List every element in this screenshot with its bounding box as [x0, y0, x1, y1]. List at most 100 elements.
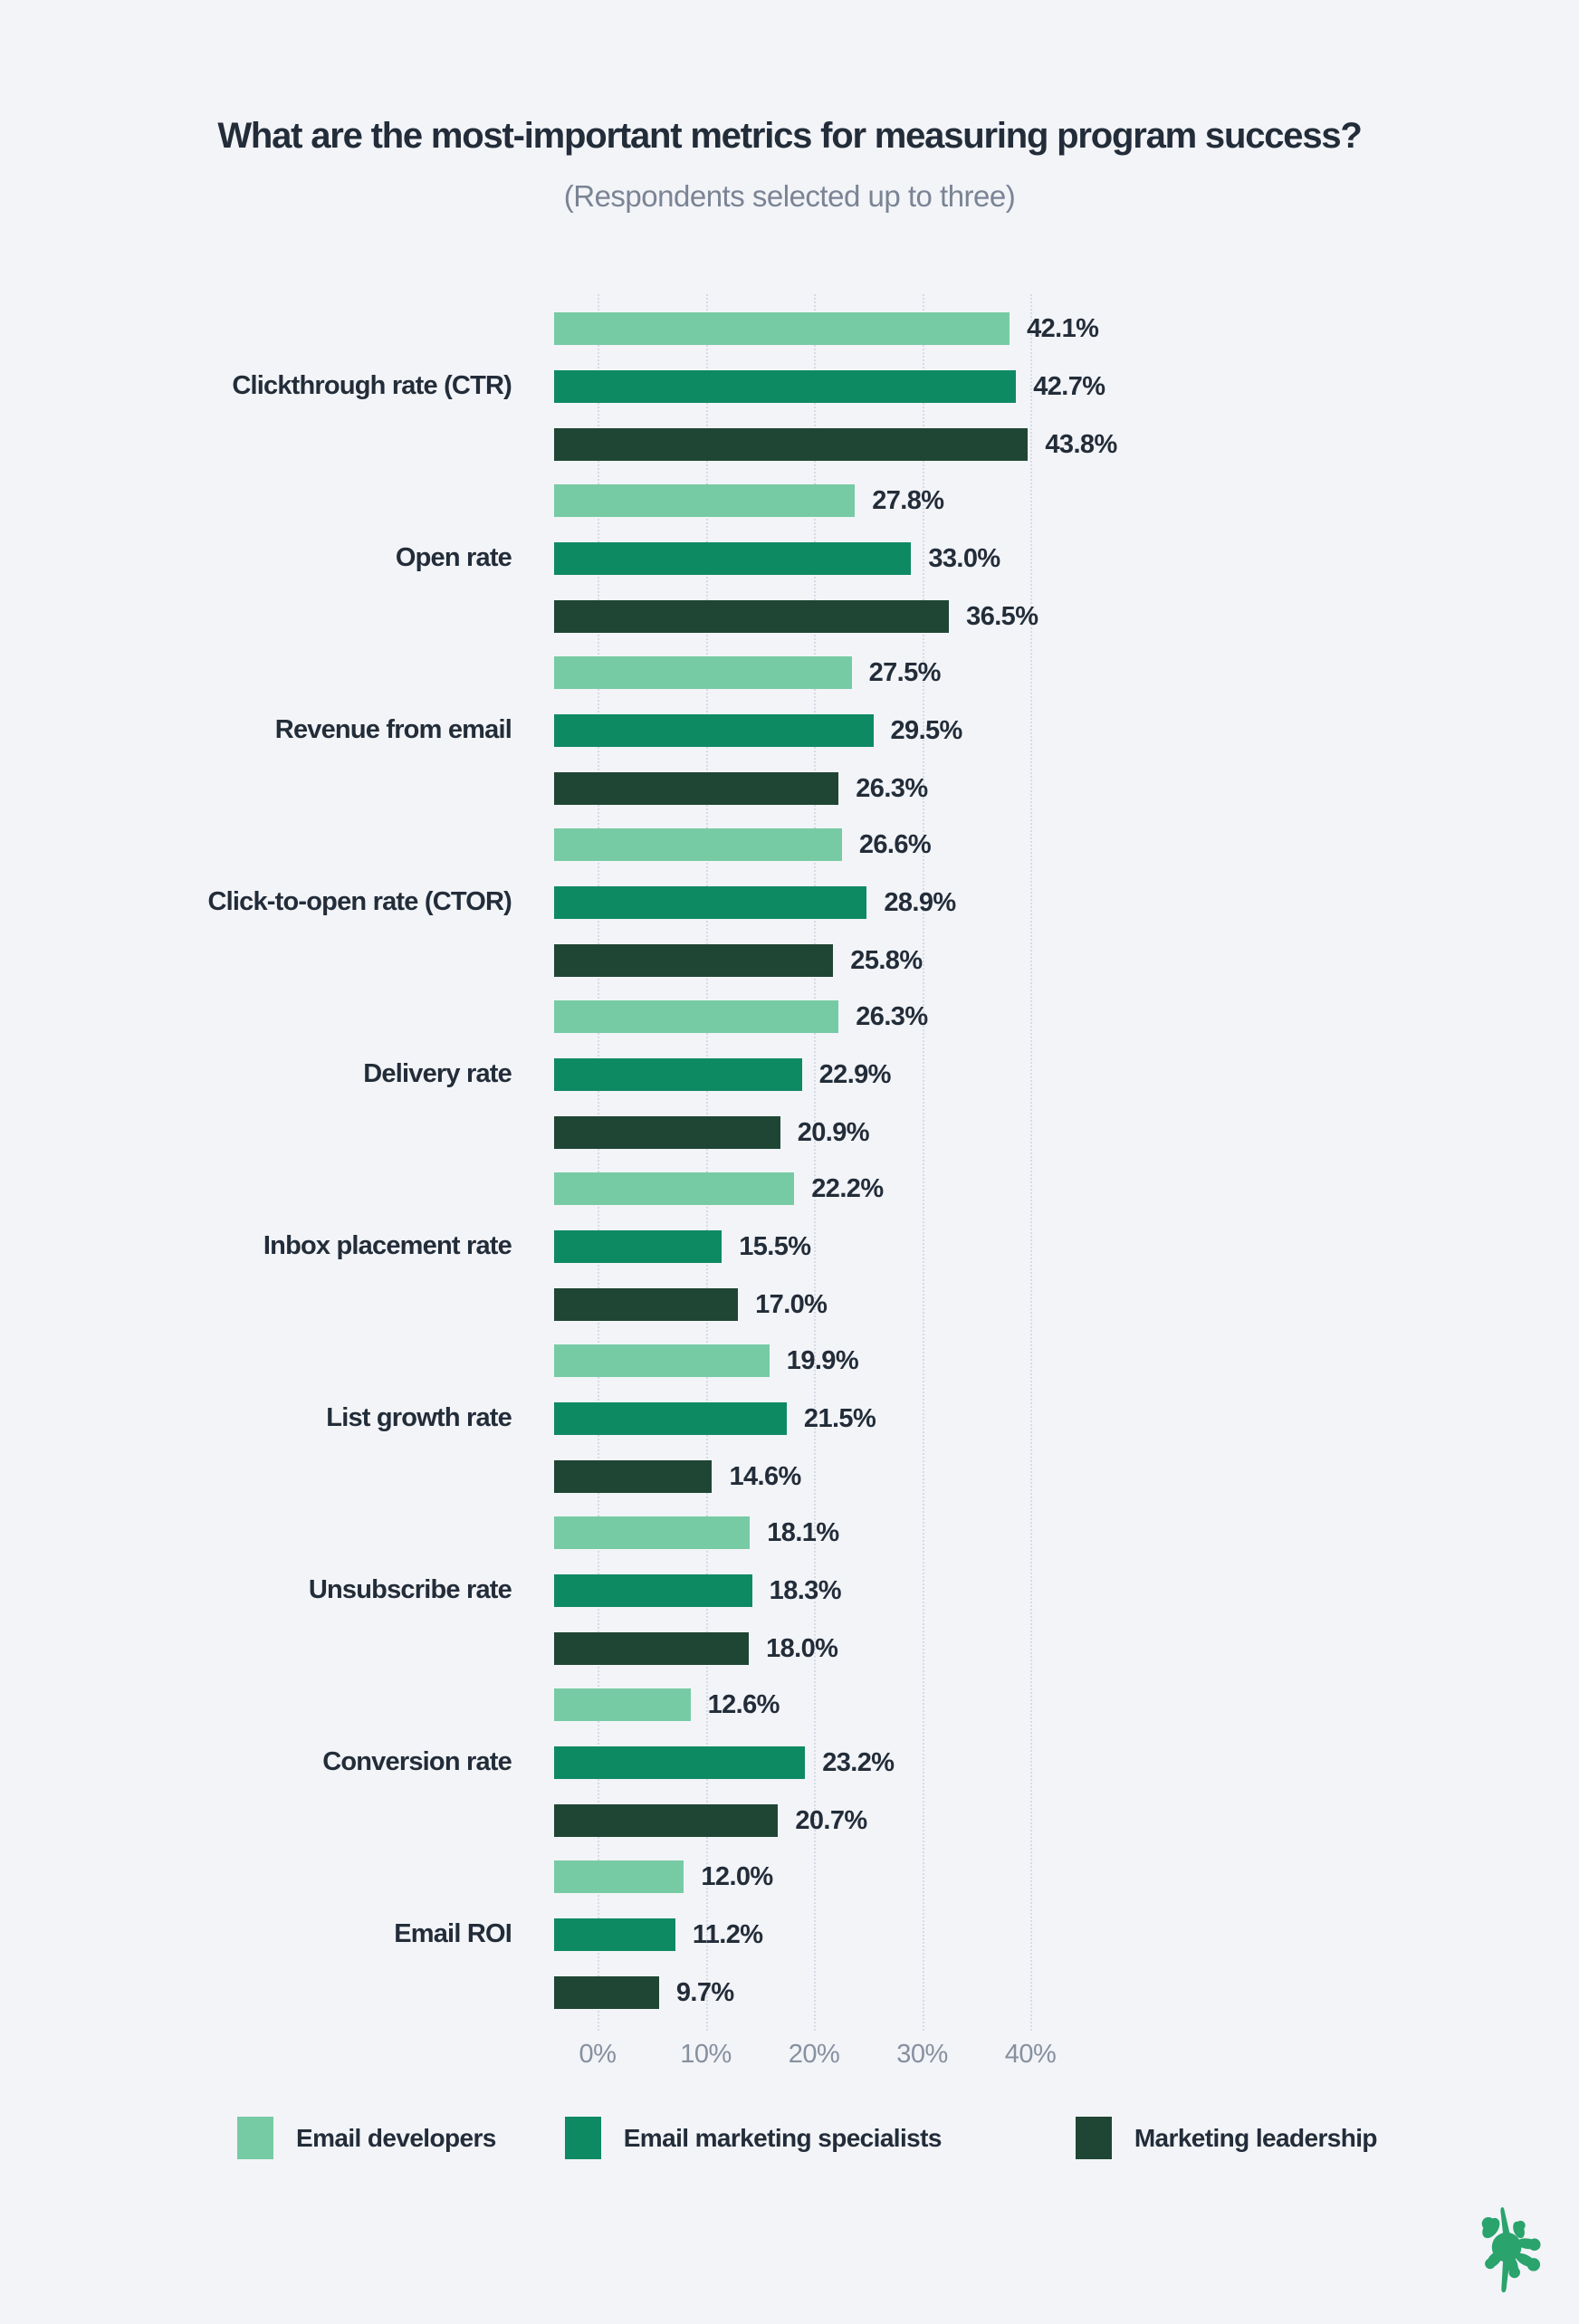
bar-line: 36.5%	[554, 600, 1579, 633]
bar	[554, 1804, 779, 1837]
category-label: Email ROI	[394, 1919, 512, 1949]
bar	[554, 542, 912, 575]
bar-value-label: 18.1%	[767, 1517, 839, 1547]
gridline	[922, 294, 924, 2031]
bar-value-label: 15.5%	[739, 1231, 811, 1261]
bar	[554, 1460, 713, 1493]
category-label: Conversion rate	[322, 1747, 512, 1777]
bar	[554, 1574, 752, 1607]
bar-line: 33.0%	[554, 542, 1579, 575]
bar-line: 42.1%	[554, 312, 1579, 345]
gridlines	[598, 294, 1068, 2031]
bar-line: 18.3%	[554, 1574, 1579, 1607]
bar-line: 42.7%	[554, 370, 1579, 403]
bar-line: 26.3%	[554, 772, 1579, 805]
gridline	[598, 294, 599, 2031]
gridline	[705, 294, 708, 2031]
category-row: Inbox placement rate 22.2% 15.5% 17.0%	[0, 1172, 1579, 1321]
bar	[554, 1288, 739, 1321]
category-bars: 18.1% 18.3% 18.0%	[554, 1516, 1579, 1665]
bar-value-label: 29.5%	[890, 715, 963, 745]
bar-line: 18.0%	[554, 1632, 1579, 1665]
bar-value-label: 18.3%	[769, 1575, 842, 1605]
bar	[554, 772, 839, 805]
x-axis-tick: 40%	[1004, 2040, 1057, 2069]
legend-swatch	[564, 2117, 601, 2159]
x-axis-tick: 30%	[896, 2040, 948, 2069]
bar-value-label: 20.9%	[797, 1117, 870, 1147]
bar	[554, 828, 842, 861]
plot-area: Clickthrough rate (CTR) 42.1% 42.7% 43.8…	[0, 294, 1579, 2069]
category-bars: 27.8% 33.0% 36.5%	[554, 484, 1579, 633]
bar-value-label: 25.8%	[850, 945, 923, 975]
bar-value-label: 14.6%	[729, 1461, 801, 1491]
bar-rows: Clickthrough rate (CTR) 42.1% 42.7% 43.8…	[0, 312, 1579, 2009]
legend-label: Email developers	[296, 2123, 496, 2152]
bar	[554, 1402, 787, 1435]
bar-line: 28.9%	[554, 886, 1579, 919]
category-row: Delivery rate 26.3% 22.9% 20.9%	[0, 1000, 1579, 1149]
bar-line: 20.9%	[554, 1116, 1579, 1149]
bar-line: 15.5%	[554, 1230, 1579, 1263]
bar	[554, 944, 834, 977]
bar	[554, 1058, 802, 1091]
x-axis-tick: 10%	[680, 2040, 732, 2069]
gridline	[1030, 294, 1032, 2031]
bar	[554, 1746, 806, 1779]
bar	[554, 1344, 770, 1377]
bar-value-label: 26.3%	[856, 773, 928, 803]
bar-line: 17.0%	[554, 1288, 1579, 1321]
bar	[554, 1516, 751, 1549]
bar-value-label: 9.7%	[675, 1977, 734, 2007]
bar-value-label: 12.6%	[707, 1689, 780, 1719]
category-bars: 12.0% 11.2% 9.7%	[554, 1860, 1579, 2009]
bar-value-label: 20.7%	[795, 1805, 867, 1835]
bar-line: 20.7%	[554, 1804, 1579, 1837]
bar-line: 22.2%	[554, 1172, 1579, 1205]
bar-value-label: 42.7%	[1033, 371, 1105, 401]
bar-line: 29.5%	[554, 714, 1579, 747]
bar-value-label: 12.0%	[701, 1861, 773, 1891]
category-label: Revenue from email	[274, 715, 512, 745]
bar-line: 12.6%	[554, 1688, 1579, 1721]
bar	[554, 1000, 839, 1033]
bar	[554, 1860, 684, 1893]
legend: Email developers Email marketing special…	[0, 2117, 1579, 2159]
bar-value-label: 28.9%	[884, 887, 956, 917]
legend-label: Marketing leadership	[1134, 2123, 1378, 2152]
category-row: Click-to-open rate (CTOR) 26.6% 28.9% 25…	[0, 828, 1579, 977]
bar	[554, 484, 856, 517]
bar-line: 27.5%	[554, 656, 1579, 689]
bar-value-label: 17.0%	[755, 1289, 828, 1319]
category-row: Unsubscribe rate 18.1% 18.3% 18.0%	[0, 1516, 1579, 1665]
bar	[554, 1918, 675, 1951]
bar-line: 12.0%	[554, 1860, 1579, 1893]
bar	[554, 714, 874, 747]
bar-value-label: 43.8%	[1045, 429, 1117, 459]
category-label: Clickthrough rate (CTR)	[232, 371, 512, 401]
bar-value-label: 19.9%	[786, 1345, 859, 1375]
category-row: List growth rate 19.9% 21.5% 14.6%	[0, 1344, 1579, 1493]
bar-line: 43.8%	[554, 428, 1579, 461]
x-axis-tick: 0%	[579, 2040, 617, 2069]
category-label: Click-to-open rate (CTOR)	[207, 887, 512, 917]
x-axis-tick: 20%	[788, 2040, 840, 2069]
category-bars: 19.9% 21.5% 14.6%	[554, 1344, 1579, 1493]
bar-value-label: 21.5%	[803, 1403, 876, 1433]
bar-value-label: 27.5%	[868, 657, 942, 687]
bar	[554, 312, 1010, 345]
bar-value-label: 23.2%	[822, 1747, 895, 1777]
bar-value-label: 22.2%	[811, 1173, 884, 1203]
category-row: Email ROI 12.0% 11.2% 9.7%	[0, 1860, 1579, 2009]
category-bars: 26.6% 28.9% 25.8%	[554, 828, 1579, 977]
bar-value-label: 36.5%	[966, 601, 1038, 631]
bar-line: 22.9%	[554, 1058, 1579, 1091]
ink-splat-logo	[1481, 2207, 1541, 2293]
legend-swatch	[237, 2117, 273, 2159]
bar-value-label: 33.0%	[928, 543, 1000, 573]
category-bars: 27.5% 29.5% 26.3%	[554, 656, 1579, 805]
category-label: Delivery rate	[363, 1059, 512, 1089]
bar-line: 18.1%	[554, 1516, 1579, 1549]
legend-swatch	[1075, 2117, 1112, 2159]
